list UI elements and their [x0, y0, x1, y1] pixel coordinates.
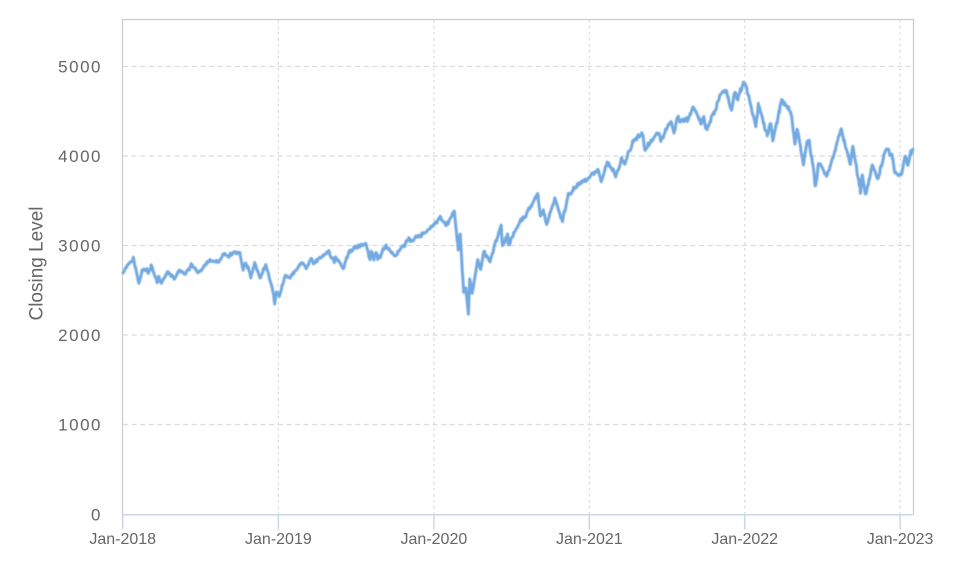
svg-text:Jan-2020: Jan-2020: [401, 531, 468, 548]
svg-text:4000: 4000: [58, 147, 102, 166]
svg-text:Jan-2022: Jan-2022: [711, 531, 778, 548]
svg-text:Jan-2018: Jan-2018: [89, 531, 156, 548]
svg-text:1000: 1000: [58, 415, 102, 434]
svg-text:Jan-2023: Jan-2023: [867, 531, 934, 548]
svg-text:2000: 2000: [58, 326, 102, 345]
svg-text:0: 0: [91, 506, 102, 525]
svg-text:Jan-2021: Jan-2021: [556, 531, 623, 548]
svg-text:5000: 5000: [58, 57, 102, 76]
svg-text:3000: 3000: [58, 236, 102, 255]
svg-text:Closing Level: Closing Level: [27, 206, 48, 320]
svg-text:Jan-2019: Jan-2019: [245, 531, 312, 548]
